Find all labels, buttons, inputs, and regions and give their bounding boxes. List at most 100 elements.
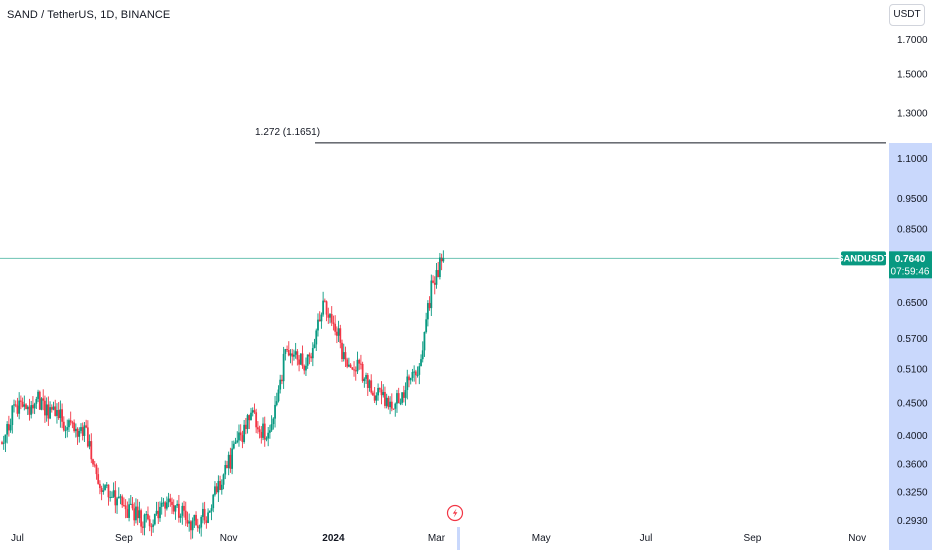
candle-body: [222, 474, 225, 485]
candle-body: [366, 375, 369, 388]
candle-body: [88, 441, 91, 447]
candle-body: [184, 510, 187, 521]
candle-body: [263, 423, 266, 440]
candle-body: [141, 526, 144, 528]
candle-body: [260, 431, 263, 438]
candle-body: [375, 395, 378, 401]
candle-body: [59, 409, 62, 419]
candle-body: [157, 510, 160, 519]
candle-body: [135, 506, 137, 521]
candle-body: [420, 359, 422, 367]
candle-body: [50, 407, 53, 410]
candle-body: [32, 405, 34, 409]
price-axis[interactable]: 1.7000 1.5000 1.3000 1.1000 0.9500 0.8500 0.65…: [897, 35, 928, 527]
candle-body: [42, 398, 45, 401]
currency-button[interactable]: USDT: [889, 4, 925, 26]
candle-body: [411, 371, 414, 378]
candle-body: [315, 330, 318, 345]
candle-body: [14, 404, 17, 406]
candle-body: [47, 404, 50, 419]
candle-body: [404, 390, 407, 398]
candle-body: [37, 391, 39, 399]
fib-level-label: 1.272 (1.1651): [255, 127, 320, 138]
candle-body: [119, 496, 122, 498]
candle-body: [360, 363, 362, 365]
candle-body: [250, 412, 252, 421]
candle-body: [220, 484, 223, 490]
candle-body: [16, 405, 19, 414]
candle-body: [85, 425, 88, 428]
candle-body: [329, 314, 331, 318]
candle-body: [289, 353, 292, 356]
candle-body: [308, 354, 311, 357]
candle-body: [207, 512, 209, 523]
candle-body: [107, 484, 110, 498]
candle-body: [13, 404, 15, 406]
candle-body: [373, 395, 376, 401]
candle-body: [303, 365, 306, 371]
candle-body: [317, 319, 319, 331]
candle-body: [313, 344, 316, 349]
candle-body: [401, 392, 404, 403]
candle-body: [74, 428, 77, 432]
candle-body: [219, 480, 221, 490]
candle-body: [430, 280, 433, 309]
candle-body: [215, 486, 218, 493]
candle-body: [66, 427, 69, 430]
candle-body: [270, 424, 273, 431]
candle-body: [193, 514, 196, 521]
candle-body: [243, 424, 246, 442]
candle-body: [382, 391, 385, 396]
price-tick-label: 0.4500: [897, 399, 928, 410]
candle-body: [251, 410, 254, 413]
candle-body: [23, 404, 26, 407]
time-axis[interactable]: Jul Sep Nov 2024 Mar May Jul Sep Nov: [11, 533, 866, 544]
candle-body: [265, 438, 268, 440]
candle-body: [169, 498, 172, 502]
candle-body: [268, 430, 271, 433]
candle-body: [57, 410, 60, 419]
candle-body: [294, 351, 297, 355]
candle-body: [397, 393, 400, 404]
candle-body: [117, 496, 120, 499]
price-tick-label: 0.5700: [897, 334, 928, 345]
candle-body: [98, 483, 101, 489]
candle-body: [92, 459, 94, 465]
candle-body: [121, 496, 124, 506]
candle-body: [171, 501, 173, 505]
candle-body: [195, 514, 197, 526]
candle-body: [287, 350, 290, 356]
candle-body: [241, 435, 244, 442]
candle-body: [238, 432, 240, 441]
price-tick-label: 0.5100: [897, 364, 928, 375]
candle-body: [7, 424, 10, 431]
candle-body: [272, 418, 275, 425]
candle-body: [181, 505, 184, 516]
candle-body: [332, 322, 335, 324]
candle-body: [124, 505, 127, 510]
candle-body: [52, 406, 55, 410]
candle-body: [399, 402, 402, 404]
candle-body: [203, 508, 206, 521]
candle-body: [409, 377, 412, 381]
candle-body: [114, 490, 117, 506]
candle-body: [186, 520, 189, 524]
candle-body: [413, 371, 416, 373]
price-tick-label: 0.2930: [897, 516, 928, 527]
time-tick-label: Nov: [848, 533, 866, 544]
dividends-event-icon[interactable]: [446, 504, 464, 522]
candle-body: [323, 300, 326, 302]
candle-body: [299, 353, 302, 365]
candle-body: [148, 519, 151, 527]
chart-title: SAND / TetherUS, 1D, BINANCE: [7, 9, 171, 21]
candle-body: [179, 515, 182, 518]
candle-body: [344, 352, 347, 360]
candle-body: [97, 474, 100, 484]
price-tick-label: 0.6500: [897, 298, 928, 309]
price-tick-label: 0.4000: [897, 431, 928, 442]
bar-countdown: 07:59:46: [891, 266, 930, 277]
time-tick-label: Mar: [428, 533, 446, 544]
candle-body: [277, 389, 280, 402]
